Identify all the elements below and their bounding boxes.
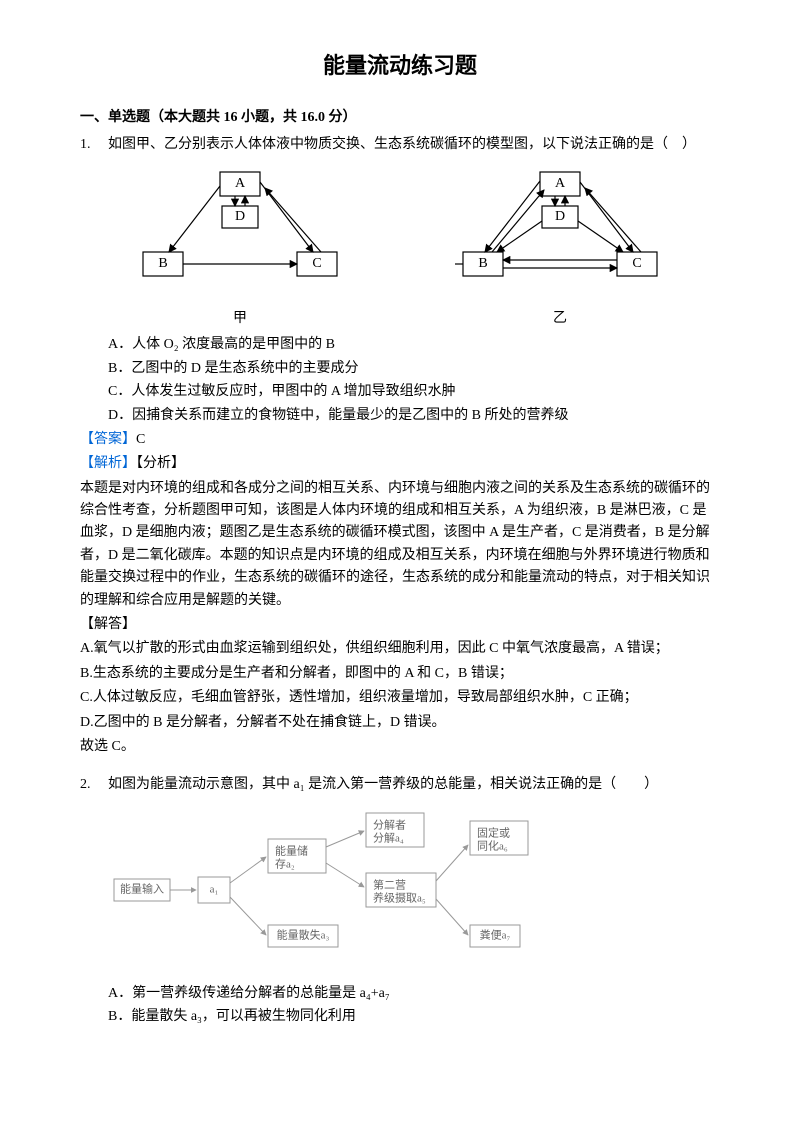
q1-answer-label: 【答案】 [80,432,136,447]
q1-solve-A: A.氧气以扩散的形式由血浆运输到组织处，供组织细胞利用，因此 C 中氧气浓度最高… [80,638,720,660]
q2-flow-diagram: 能量输入 a₁ 能量储 存a₂ 能量散失a₃ 分解者 分解a₄ [108,807,558,977]
q2-number: 2. [80,774,108,796]
q1-option-A: A．人体 O₂ 浓度最高的是甲图中的 B [108,334,720,356]
q1a-box-B: B [158,256,167,271]
q2-node-a1: a₁ [210,883,219,895]
q1-option-D: D．因捕食关系而建立的食物链中，能量最少的是乙图中的 B 所处的营养级 [108,405,720,427]
q1b-box-D: D [555,209,565,224]
q2-option-B: B．能量散失 a₃，可以再被生物同化利用 [108,1006,720,1028]
q2-node-assim-l1: 固定或 [477,825,510,839]
q1-option-B: B．乙图中的 D 是生态系统中的主要成分 [108,358,720,380]
page-title: 能量流动练习题 [80,48,720,83]
q1-diagram-yi-caption: 乙 [455,308,665,330]
q1-solve-label: 【解答】 [80,614,720,636]
q1-stem: 如图甲、乙分别表示人体体液中物质交换、生态系统碳循环的模型图，以下说法正确的是（… [108,134,720,156]
q1-number: 1. [80,134,108,156]
q1a-box-A: A [235,176,246,191]
q1-answer-line: 【答案】C [80,429,720,451]
q1-conclude: 故选 C。 [80,736,720,758]
q1a-box-C: C [312,256,321,271]
q1b-box-C: C [632,256,641,271]
q1-answer-value: C [136,432,145,447]
q1-diagram-yi: A D B C [455,166,665,330]
q2-stem: 如图为能量流动示意图，其中 a₁ 是流入第一营养级的总能量，相关说法正确的是（ … [108,774,720,796]
q1-analysis-head: 【分析】 [136,456,185,471]
q2-node-input: 能量输入 [120,881,164,895]
q1-diagram-jia: A D B C 甲 [135,166,345,330]
q1-option-C: C．人体发生过敏反应时，甲图中的 A 增加导致组织水肿 [108,381,720,403]
q1-analysis-body: 本题是对内环境的组成和各成分之间的相互关系、内环境与细胞内液之间的关系及生态系统… [80,478,720,612]
q2-node-store-l2: 存a₂ [275,856,295,870]
q1-solve-B: B.生态系统的主要成分是生产者和分解者，即图中的 A 和 C，B 错误； [80,663,720,685]
q2-option-A: A．第一营养级传递给分解者的总能量是 a₄+a₇ [108,983,720,1005]
q2-node-loss: 能量散失a₃ [277,927,330,941]
q2-node-decomp-l2: 分解a₄ [373,830,404,844]
q1-diagram-jia-caption: 甲 [135,308,345,330]
q2-node-feces: 粪便a₇ [480,927,511,941]
q1a-box-D: D [235,209,245,224]
q2-node-decomp-l1: 分解者 [373,817,406,831]
q2-node-second-l1: 第二营 [373,877,406,891]
q2-node-second-l2: 养级摄取a₅ [373,890,426,904]
section-header: 一、单选题（本大题共 16 小题，共 16.0 分） [80,107,720,129]
q2-node-assim-l2: 同化a₆ [477,838,508,852]
q1-analysis-label: 【解析】 [80,456,136,471]
q1b-box-A: A [555,176,566,191]
q1-solve-C: C.人体过敏反应，毛细血管舒张，透性增加，组织液量增加，导致局部组织水肿，C 正… [80,687,720,709]
q1b-box-B: B [478,256,487,271]
q1-solve-D: D.乙图中的 B 是分解者，分解者不处在捕食链上，D 错误。 [80,712,720,734]
q2-node-store-l1: 能量储 [275,843,308,857]
